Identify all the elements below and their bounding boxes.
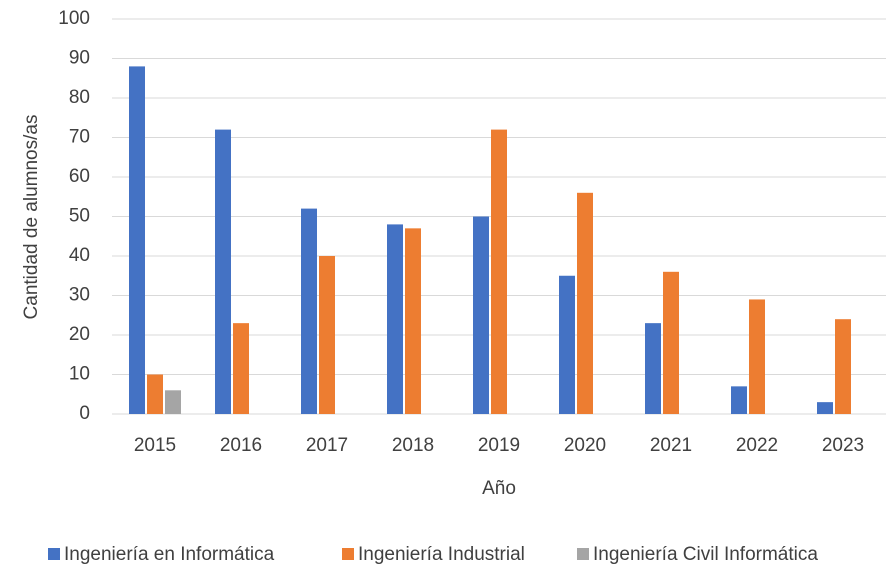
bar bbox=[817, 402, 833, 414]
legend-label: Ingeniería Industrial bbox=[358, 544, 525, 565]
legend-swatch bbox=[577, 548, 589, 560]
y-tick-label: 40 bbox=[69, 245, 90, 266]
y-tick-label: 70 bbox=[69, 127, 90, 148]
x-tick-label: 2015 bbox=[134, 435, 176, 456]
bar bbox=[577, 192, 593, 414]
bar bbox=[405, 228, 421, 414]
legend-swatch bbox=[48, 548, 60, 560]
y-tick-label: 30 bbox=[69, 285, 90, 306]
x-tick-label: 2018 bbox=[392, 435, 434, 456]
y-tick-label: 50 bbox=[69, 206, 90, 227]
y-tick-label: 80 bbox=[69, 87, 90, 108]
bar bbox=[387, 224, 403, 414]
bar bbox=[147, 374, 163, 414]
y-tick-label: 100 bbox=[58, 8, 90, 29]
bar bbox=[233, 323, 249, 414]
x-tick-label: 2020 bbox=[564, 435, 606, 456]
legend-swatch bbox=[342, 548, 354, 560]
bar bbox=[165, 390, 181, 414]
x-tick-label: 2017 bbox=[306, 435, 348, 456]
bar bbox=[731, 386, 747, 414]
bar bbox=[301, 208, 317, 414]
bar bbox=[749, 299, 765, 414]
y-axis-label: Cantidad de alumnos/as bbox=[21, 115, 42, 320]
bar bbox=[129, 66, 145, 415]
bar bbox=[491, 129, 507, 414]
bar bbox=[645, 323, 661, 414]
legend-label: Ingeniería en Informática bbox=[64, 544, 275, 565]
bar bbox=[215, 129, 231, 414]
y-tick-label: 0 bbox=[79, 403, 90, 424]
bar bbox=[663, 271, 679, 414]
x-tick-label: 2019 bbox=[478, 435, 520, 456]
y-tick-label: 90 bbox=[69, 48, 90, 69]
y-tick-label: 60 bbox=[69, 166, 90, 187]
x-tick-label: 2022 bbox=[736, 435, 778, 456]
x-tick-label: 2023 bbox=[822, 435, 864, 456]
bar bbox=[319, 256, 335, 414]
x-axis-label: Año bbox=[482, 478, 516, 499]
bar bbox=[473, 216, 489, 414]
x-tick-label: 2016 bbox=[220, 435, 262, 456]
y-tick-label: 10 bbox=[69, 364, 90, 385]
x-tick-label: 2021 bbox=[650, 435, 692, 456]
bar bbox=[559, 275, 575, 414]
y-tick-label: 20 bbox=[69, 324, 90, 345]
bar bbox=[835, 319, 851, 414]
legend-label: Ingeniería Civil Informática bbox=[593, 544, 818, 565]
